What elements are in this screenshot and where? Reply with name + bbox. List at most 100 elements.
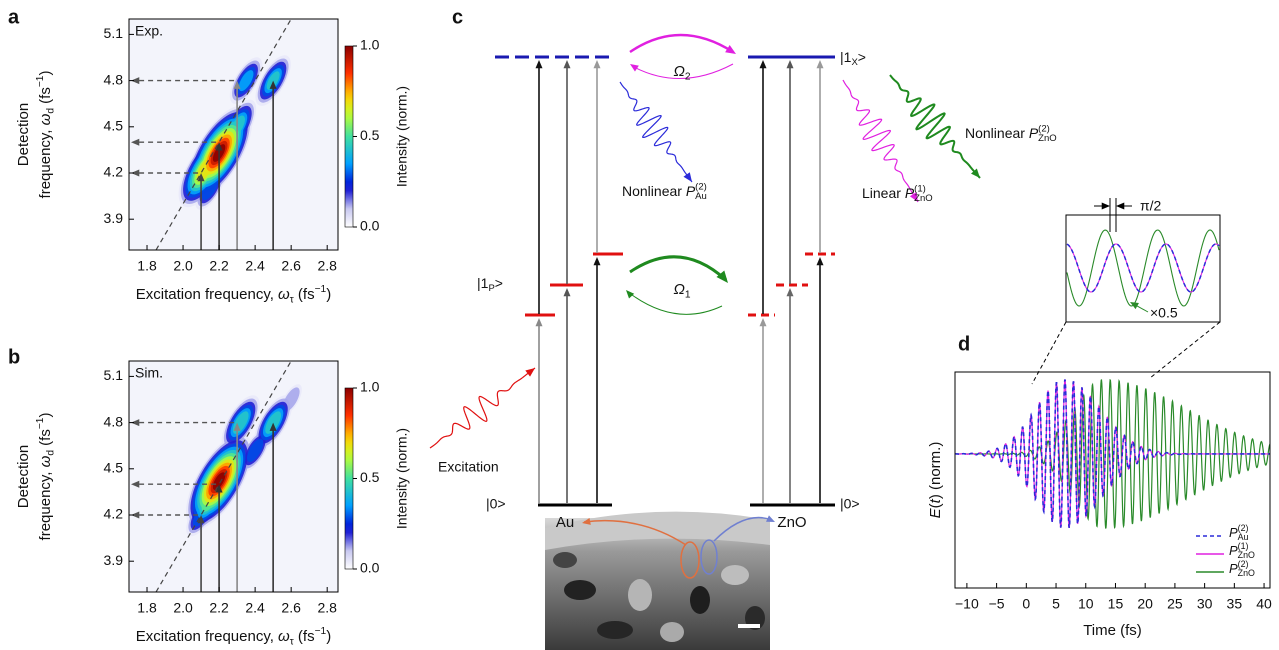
y-axis-label-part: frequency, — [37, 125, 54, 198]
arrow-head — [725, 44, 736, 54]
x-axis-label-part: ) — [326, 286, 331, 303]
colorbar — [344, 45, 354, 228]
colorbar-tick-label: 1.0 — [360, 37, 380, 53]
y-tick-label: 5.1 — [104, 25, 124, 41]
y-axis-label-part: −1 — [35, 75, 46, 87]
arrow-head — [233, 422, 241, 431]
x-tick-label: 2.8 — [317, 258, 337, 274]
emission-label-part: (1) — [914, 183, 926, 194]
x-tick-label: −5 — [989, 596, 1005, 612]
x-axis-label-part: Excitation frequency, — [136, 286, 278, 303]
heatmap — [129, 19, 338, 250]
colorbar-label: Intensity (norm.) — [394, 86, 410, 187]
legend-label-part: ZnO — [1238, 550, 1255, 560]
omega-label-part: 2 — [685, 71, 691, 82]
x-tick-label: 5 — [1052, 596, 1060, 612]
y-axis-label-part: −1 — [35, 417, 46, 429]
x-axis-label-part: ω — [278, 628, 290, 645]
region-marker — [680, 541, 700, 579]
heat-contour — [212, 472, 226, 491]
arrow-head — [131, 169, 140, 177]
omega-label-part: 1 — [685, 289, 691, 300]
state-label-part: > — [858, 49, 866, 65]
arrow-head — [683, 172, 692, 182]
material-label: ZnO — [777, 514, 806, 531]
x-tick-label: 2.0 — [173, 600, 193, 616]
y-axis-label-part: ω — [37, 455, 54, 467]
x-tick-label: −10 — [955, 596, 979, 612]
y-axis-label-part: ( — [927, 503, 944, 508]
x-tick-label: 2.4 — [245, 600, 265, 616]
heat-contour — [238, 70, 254, 92]
y-axis-label-part: ) — [37, 413, 54, 418]
emission-label-part: Au — [695, 191, 707, 202]
pointer — [583, 519, 687, 546]
omega-label-part: Ω — [673, 281, 684, 298]
arrow-head — [593, 257, 601, 266]
y-axis-label: Detection — [15, 445, 32, 508]
emission-label-part: P — [1029, 125, 1039, 141]
state-label-part: X — [851, 57, 858, 68]
legend-label-part: P — [1229, 561, 1238, 576]
arrow-head — [1116, 202, 1125, 210]
colorbar-tick-label: 0.0 — [360, 560, 380, 576]
state-label: |0> — [486, 496, 506, 512]
arrow-head — [269, 80, 277, 89]
x-axis-label: Time (fs) — [1083, 622, 1142, 639]
y-tick-label: 4.8 — [104, 71, 124, 87]
x-tick-label: 2.8 — [317, 600, 337, 616]
legend-label-part: (1) — [1238, 541, 1249, 551]
inset-line — [1066, 229, 1220, 307]
x-tick-label: 2.6 — [281, 600, 301, 616]
x-axis-label-part: ω — [278, 286, 290, 303]
legend-label: P(2) ZnO — [1229, 559, 1255, 578]
emission-label-part: ZnO — [914, 193, 933, 204]
tem-image — [545, 511, 770, 650]
annotation: Sim. — [135, 365, 163, 381]
arrow-head — [131, 419, 140, 427]
arrow-head — [197, 515, 205, 524]
x-tick-label: 1.8 — [137, 258, 157, 274]
arrow-head — [759, 318, 767, 327]
x-tick-label: 2.4 — [245, 258, 265, 274]
arrow-head — [535, 318, 543, 327]
y-tick-label: 5.1 — [104, 367, 124, 383]
arrow-head — [535, 60, 543, 69]
coupling — [629, 33, 734, 54]
y-axis-label-part: t — [927, 498, 944, 503]
x-tick-label: 0 — [1022, 596, 1030, 612]
arrow-head — [759, 60, 767, 69]
panel-label: c — [452, 6, 463, 28]
arrow-head — [716, 270, 728, 283]
state-label: |0> — [840, 496, 860, 512]
legend-label-part: P — [1229, 525, 1238, 540]
y-axis-label: E(t) (norm.) — [927, 442, 944, 519]
emission-label-part: (2) — [1038, 123, 1050, 134]
colorbar-tick-label: 0.5 — [360, 469, 380, 485]
legend-label: P(2) Au — [1229, 523, 1249, 542]
inset-shift-label: π/2 — [1140, 198, 1162, 214]
emission-label-part: Nonlinear — [622, 183, 686, 199]
inset-scale-label: ×0.5 — [1150, 305, 1178, 321]
coupling — [627, 291, 723, 315]
x-tick-label: 2.2 — [209, 258, 229, 274]
arrow-head — [593, 60, 601, 69]
heat-contour — [246, 438, 264, 463]
x-axis-label-part: (fs — [294, 628, 315, 645]
arrow-head — [786, 288, 794, 297]
colorbar-tick-label: 0.0 — [360, 218, 380, 234]
x-axis-label-part: −1 — [315, 626, 327, 637]
emission-label-part: Linear — [862, 185, 905, 201]
state-label: |1P> — [477, 275, 503, 294]
arrow-head — [215, 484, 223, 493]
y-axis-label-part: ) (norm.) — [927, 442, 944, 500]
colorbar-tick-label: 0.5 — [360, 127, 380, 143]
arrow-head — [626, 290, 635, 299]
arrow-head — [563, 60, 571, 69]
x-axis-label-part: Time (fs) — [1083, 622, 1142, 639]
arrow-head — [269, 422, 277, 431]
omega-label-part: Ω — [673, 63, 684, 80]
y-axis-label-part: Detection — [15, 103, 32, 166]
x-tick-label: 2.2 — [209, 600, 229, 616]
